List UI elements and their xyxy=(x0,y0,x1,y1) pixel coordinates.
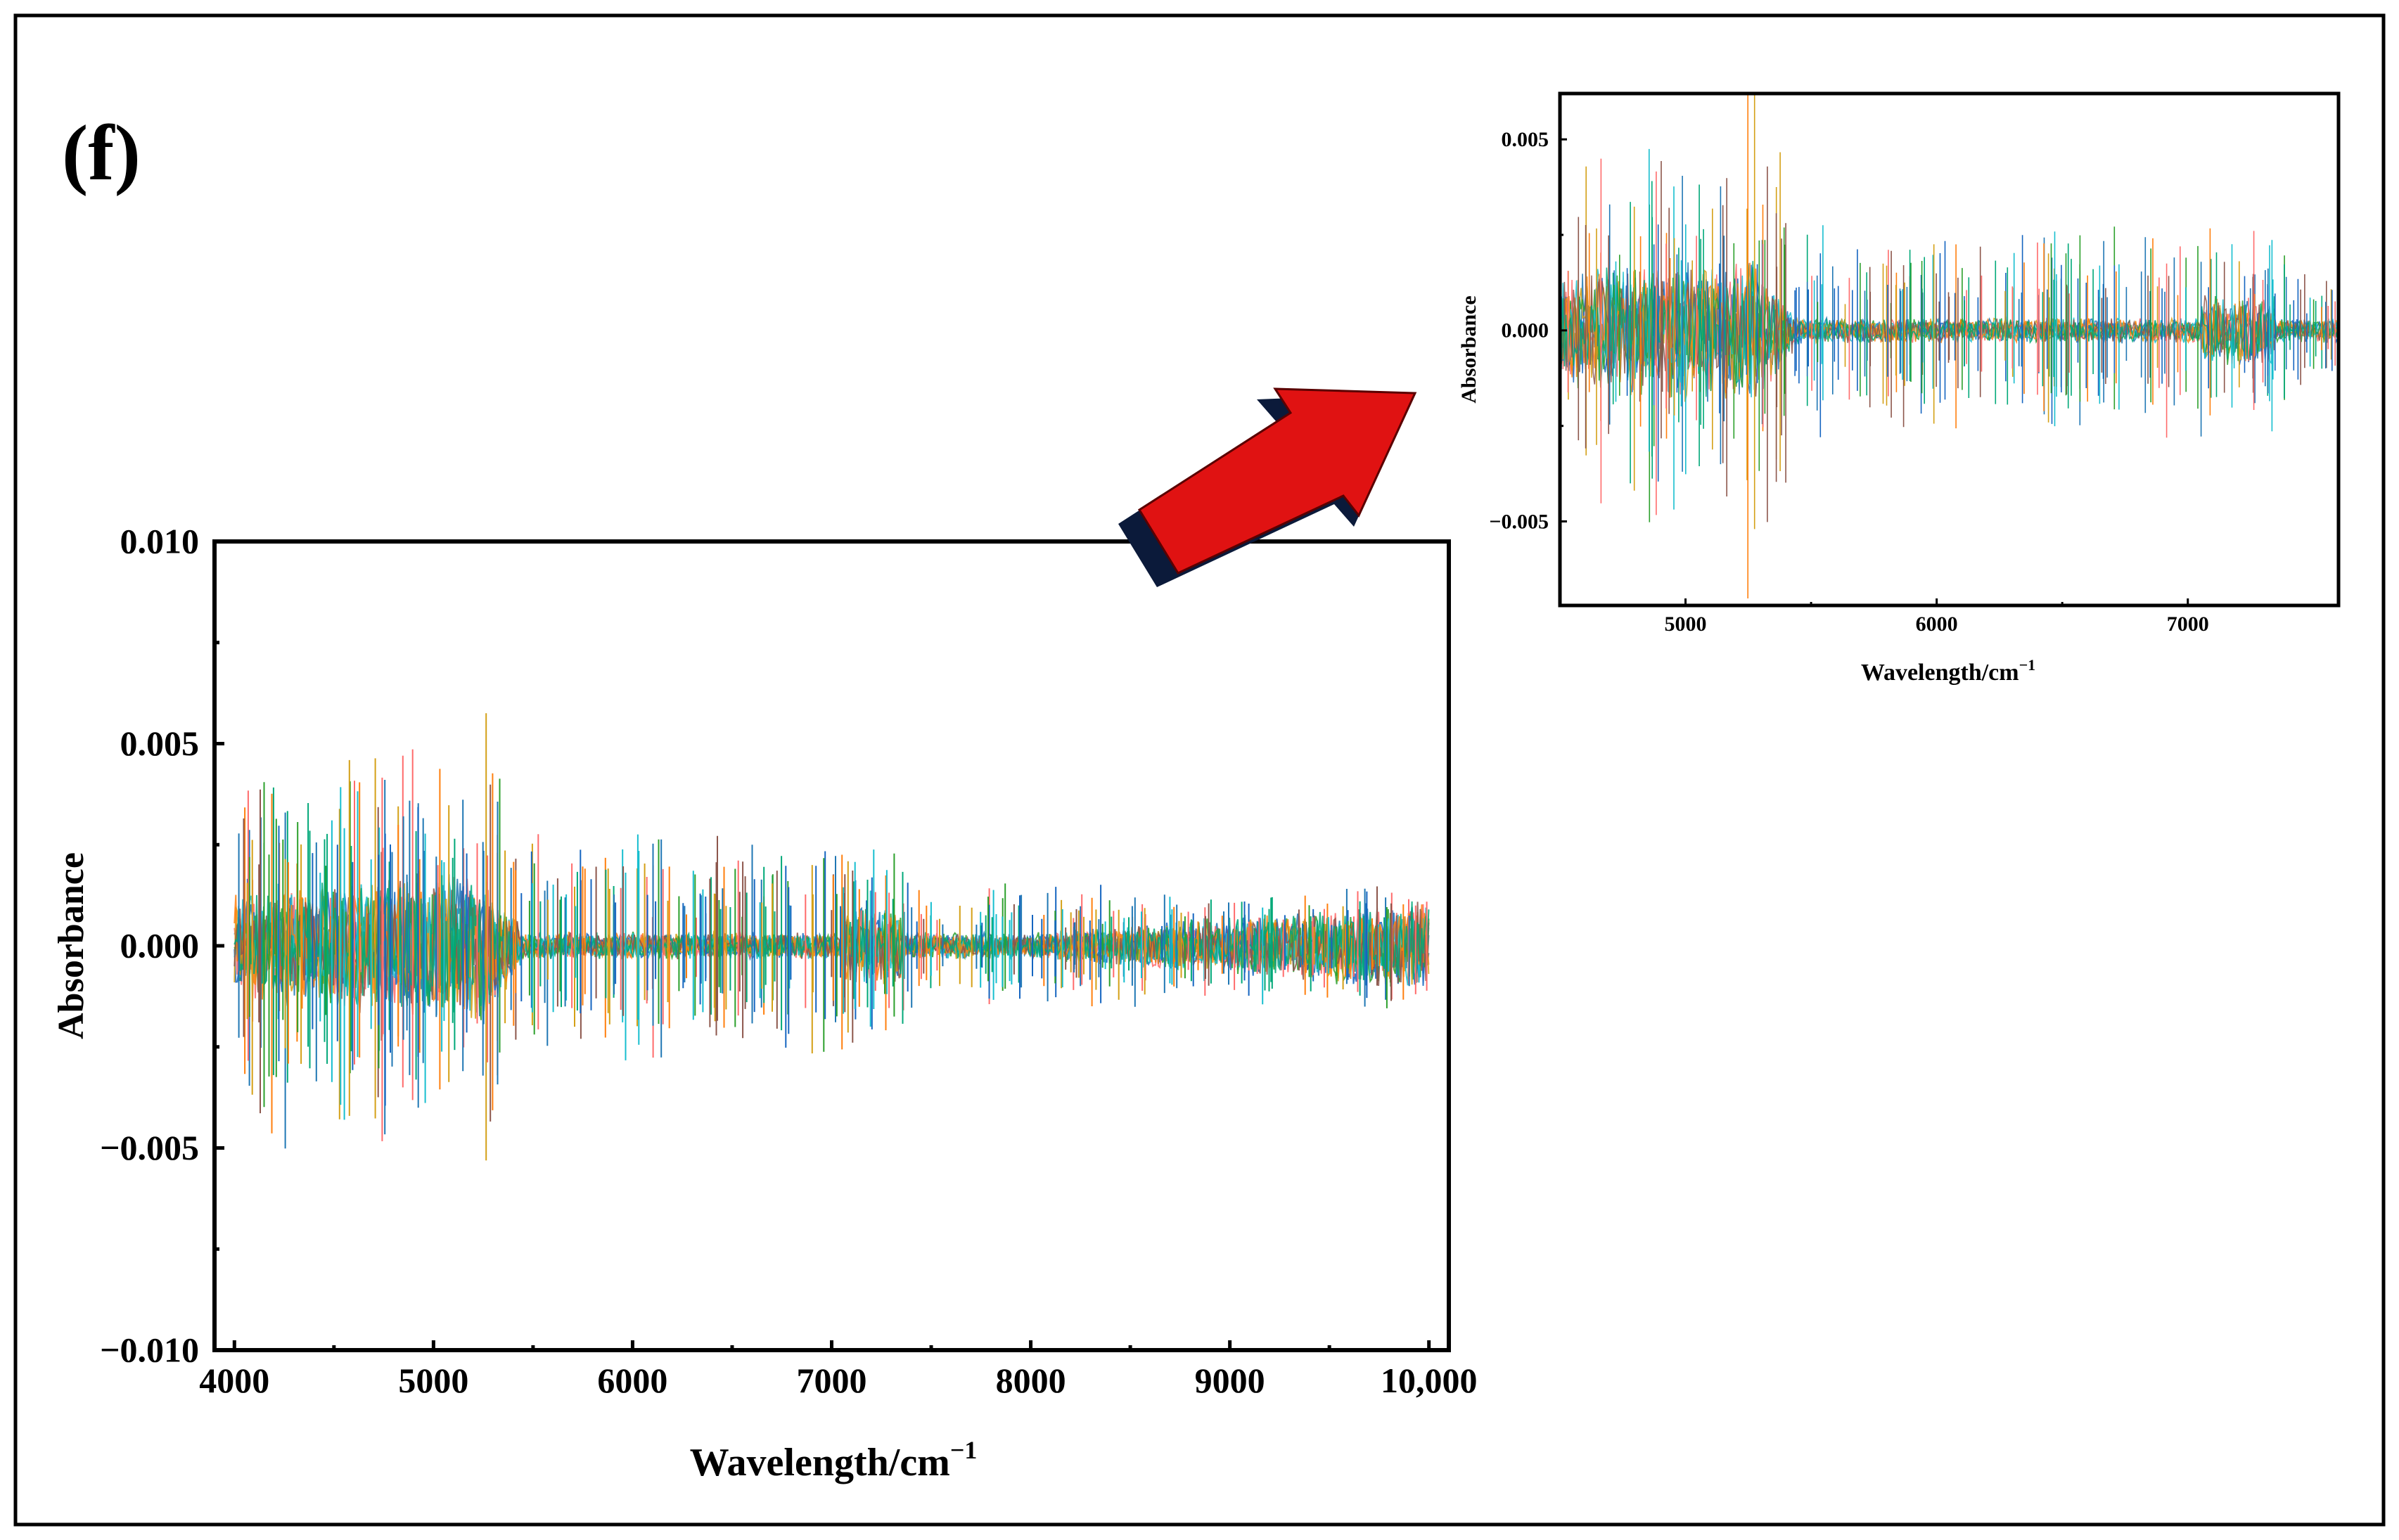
x-tick-label: 8000 xyxy=(996,1361,1066,1400)
inset-chart: −0.005 0.000 0.005 5000 6000 7000 Absorbance… xyxy=(1457,91,2341,686)
main-y-axis-label: Absorbance xyxy=(51,852,91,1039)
y-tick-label: 0.005 xyxy=(120,724,200,763)
y-tick-label: 0.000 xyxy=(1502,319,1549,342)
x-tick-label: 7000 xyxy=(797,1361,867,1400)
main-x-axis-label: Wavelength/cm−1 xyxy=(690,1436,978,1484)
y-tick-label: −0.005 xyxy=(1489,510,1549,533)
inset-x-ticks: 5000 6000 7000 xyxy=(1665,598,2209,636)
inset-y-axis-label: Absorbance xyxy=(1457,295,1480,403)
x-tick-label: 6000 xyxy=(597,1361,667,1400)
main-x-axis-label-text: Wavelength/cm xyxy=(690,1441,950,1484)
x-tick-label: 5000 xyxy=(1665,612,1707,636)
inset-spectra xyxy=(1559,94,2339,598)
x-tick-label: 4000 xyxy=(199,1361,269,1400)
main-chart: −0.010 −0.005 0.000 0.005 0.010 4000 5000 6000… xyxy=(51,522,1477,1485)
inset-y-ticks: −0.005 0.000 0.005 xyxy=(1489,128,1567,533)
x-tick-label: 9000 xyxy=(1195,1361,1265,1400)
y-tick-label: −0.005 xyxy=(100,1128,199,1167)
main-spectra xyxy=(233,713,1430,1161)
inset-x-axis-label-text: Wavelength/cm xyxy=(1861,660,2019,686)
main-x-axis-label-sup: −1 xyxy=(950,1436,978,1464)
x-tick-label: 7000 xyxy=(2167,612,2209,636)
x-tick-label: 10,000 xyxy=(1381,1361,1478,1400)
main-x-ticks: 4000 5000 6000 7000 8000 9000 10,000 xyxy=(199,1340,1477,1400)
inset-x-axis-label-sup: −1 xyxy=(2019,656,2036,674)
inset-plot-frame xyxy=(1558,91,2341,608)
zoom-arrow-icon xyxy=(1118,387,1417,587)
zoom-arrow-body xyxy=(1137,387,1417,575)
panel-label: (f) xyxy=(62,110,141,197)
x-tick-label: 6000 xyxy=(1916,612,1958,636)
figure-frame xyxy=(13,13,2386,1527)
x-tick-label: 5000 xyxy=(398,1361,468,1400)
y-tick-label: 0.010 xyxy=(120,522,200,561)
y-tick-label: −0.010 xyxy=(100,1330,199,1370)
y-tick-label: 0.005 xyxy=(1502,128,1549,151)
main-y-ticks: −0.010 −0.005 0.000 0.005 0.010 xyxy=(100,522,224,1370)
inset-x-axis-label: Wavelength/cm−1 xyxy=(1861,656,2035,686)
y-tick-label: 0.000 xyxy=(120,926,200,965)
